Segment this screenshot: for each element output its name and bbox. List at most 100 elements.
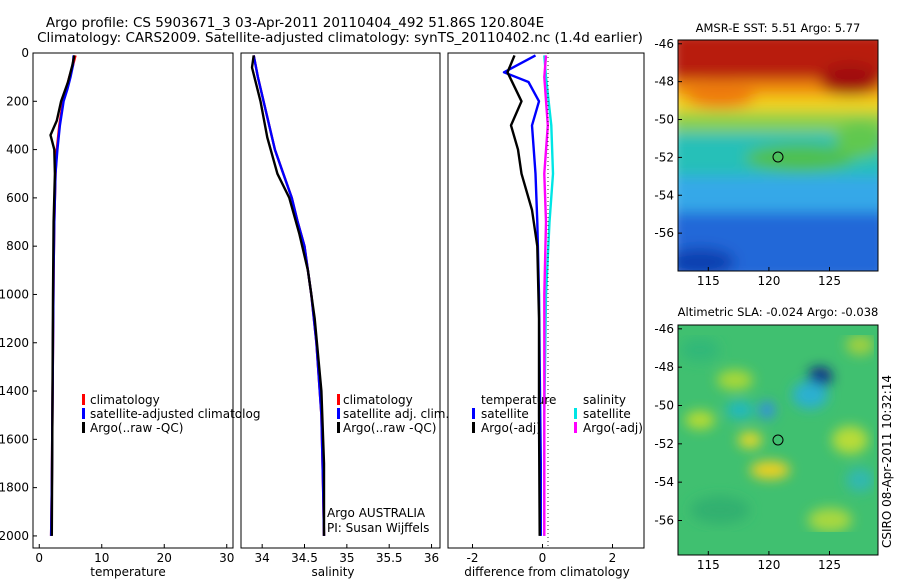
sla-patch-green2: [690, 496, 750, 524]
x-tick-label: 0: [539, 551, 547, 565]
x-tick-label: 36: [424, 551, 439, 565]
y-tick-label: 1400: [0, 384, 29, 398]
legend-title-temperature: temperature: [481, 393, 556, 407]
legend-swatch-sal-argo: [574, 422, 577, 433]
map-y-tick-label: -54: [654, 188, 674, 202]
legend-label-temp-satellite: satellite: [481, 407, 529, 421]
series-line-temperature-argo-adj-: [506, 54, 541, 536]
sla-patch-cyan3: [846, 468, 874, 492]
x-tick-label: -2: [467, 551, 479, 565]
salinity-plot: 34 34.5 35 35.5 36: [250, 55, 439, 565]
sst-band-lightblue: [678, 176, 878, 216]
sla-patch-lime4: [808, 508, 852, 532]
y-tick-label: 400: [6, 143, 29, 157]
map-y-tick-label: -52: [654, 437, 674, 451]
y-tick-label: 1000: [0, 287, 29, 301]
sla-map-frame: [677, 324, 879, 556]
legend-label-satellite-adj: satellite adj. clim.: [343, 407, 449, 421]
sst-map-title: AMSR-E SST: 5.51 Argo: 5.77: [696, 21, 861, 35]
temperature-axes: [32, 52, 234, 549]
x-tick-label: 30: [219, 551, 234, 565]
legend-swatch-sal-satellite: [574, 408, 577, 419]
y-tick-label: 600: [6, 191, 29, 205]
annotation-pi-name: PI: Susan Wijffels: [327, 521, 429, 535]
sst-patch-darkred: [820, 64, 878, 96]
salinity-axes: [240, 52, 441, 549]
x-tick-label: 35: [339, 551, 354, 565]
map-y-tick-label: -50: [654, 113, 674, 127]
sla-argo-marker: [772, 434, 784, 446]
legend-swatch-climatology: [337, 394, 340, 405]
legend-swatch-satellite-adj: [337, 408, 340, 419]
x-tick-label: 10: [94, 551, 109, 565]
map-y-tick-label: -48: [654, 360, 674, 374]
sla-map-title: Altimetric SLA: -0.024 Argo: -0.038: [678, 305, 879, 319]
y-tick-label: 200: [6, 94, 29, 108]
sla-patch-cyan2: [792, 381, 828, 409]
sla-patch-yellow1: [750, 461, 790, 479]
map-x-tick-label: 120: [757, 558, 780, 572]
sla-patch-lime2: [685, 411, 715, 429]
map-x-tick-label: 125: [818, 274, 841, 288]
x-tick-label: 34.5: [291, 551, 318, 565]
x-tick-label: 0: [35, 551, 43, 565]
difference-legend: temperature satellite Argo(-adj) salinit…: [472, 393, 643, 435]
sla-heatmap: [678, 325, 878, 555]
sla-patch-cyan1: [726, 401, 754, 419]
map-y-tick-label: -56: [654, 226, 674, 240]
map-y-tick-label: -52: [654, 150, 674, 164]
legend-swatch-temp-argo: [472, 422, 475, 433]
difference-plot: -2 0 2: [467, 54, 617, 565]
legend-label-sal-argo: Argo(-adj): [583, 421, 643, 435]
series-line-argo-raw-qc-: [250, 55, 326, 536]
x-tick-label: 20: [157, 551, 172, 565]
legend-swatch-argo: [337, 422, 340, 433]
map-x-tick-label: 115: [697, 274, 720, 288]
y-tick-label: 800: [6, 239, 29, 253]
y-tick-label: 1600: [0, 432, 29, 446]
series-line-salinity-argo-adj-: [543, 55, 549, 536]
legend-swatch-satellite-adjusted: [82, 408, 85, 419]
legend-swatch-argo: [82, 422, 85, 433]
map-x-tick-label: 125: [818, 558, 841, 572]
map-y-tick-label: -54: [654, 475, 674, 489]
sla-map-axes: 115 120 125 -46 -48 -50 -52 -54 -56: [654, 322, 841, 572]
annotation-argo-australia: Argo AUSTRALIA: [327, 506, 426, 520]
sla-patch-yellow2: [738, 432, 762, 448]
legend-label-satellite-adjusted: satellite-adjusted climatolog: [90, 407, 260, 421]
sst-map-frame: [677, 39, 879, 272]
map-y-tick-label: -46: [654, 37, 674, 51]
sst-map-axes: 115 120 125 -46 -48 -50 -52 -54 -56: [654, 37, 841, 288]
map-y-tick-label: -50: [654, 399, 674, 413]
legend-title-salinity: salinity: [583, 393, 626, 407]
map-x-tick-label: 120: [757, 274, 780, 288]
difference-xlabel: difference from climatology: [464, 565, 630, 579]
legend-label-temp-argo: Argo(-adj): [481, 421, 541, 435]
x-tick-label: 2: [609, 551, 617, 565]
sst-band-green: [678, 112, 878, 134]
sst-patch-orange: [685, 84, 755, 108]
y-tick-label: 1800: [0, 481, 29, 495]
y-tick-label: 0: [21, 46, 29, 60]
sla-patch-green1: [680, 338, 720, 362]
map-x-tick-label: 115: [697, 558, 720, 572]
legend-label-sal-satellite: satellite: [583, 407, 631, 421]
sla-patch-lime1: [717, 370, 753, 390]
y-tick-label: 2000: [0, 529, 29, 543]
salinity-legend: climatology satellite adj. clim. Argo(..…: [337, 393, 449, 435]
figure-title-line1: Argo profile: CS 5903671_3 03-Apr-2011 2…: [46, 15, 544, 31]
sst-patch-navy: [678, 248, 735, 271]
sst-patch-green: [745, 144, 855, 172]
sla-patch-lightblue: [759, 401, 775, 419]
temperature-xlabel: temperature: [90, 565, 165, 579]
sst-heatmap: [678, 40, 878, 271]
figure-title-line2: Climatology: CARS2009. Satellite-adjuste…: [37, 30, 643, 46]
map-y-tick-label: -48: [654, 75, 674, 89]
series-line-argo-raw-qc-: [49, 55, 76, 536]
legend-swatch-climatology: [82, 394, 85, 405]
x-tick-label: 35.5: [376, 551, 403, 565]
legend-label-climatology: climatology: [343, 393, 413, 407]
sst-argo-marker: [772, 151, 784, 163]
side-timestamp: CSIRO 08-Apr-2011 10:32:14: [880, 375, 894, 548]
